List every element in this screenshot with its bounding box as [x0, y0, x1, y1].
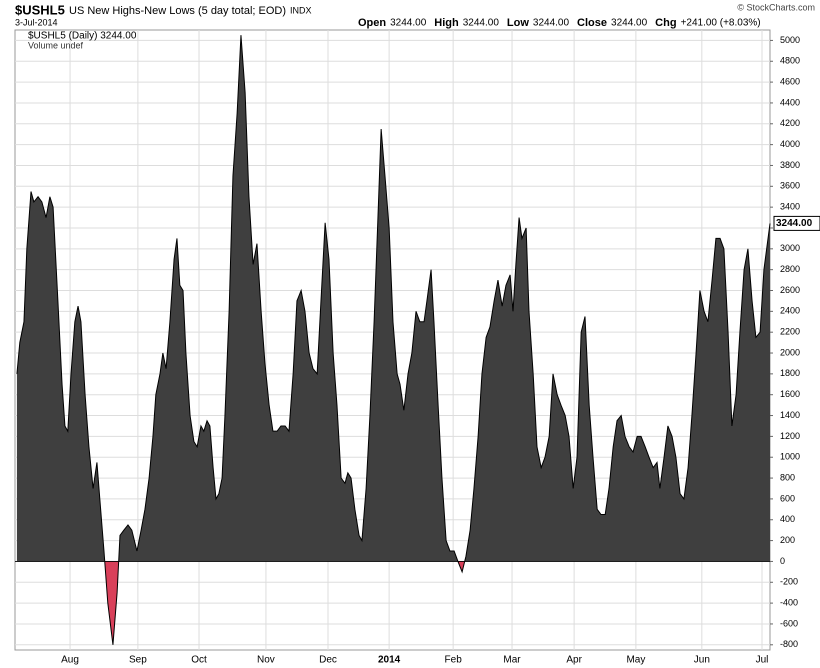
y-tick-label: 2800 [780, 264, 800, 274]
x-tick-label: Nov [257, 655, 275, 666]
chart-title: $USHL5 [15, 2, 65, 17]
y-tick-label: 2400 [780, 306, 800, 316]
x-tick-label: Apr [566, 655, 582, 666]
last-value-label: 3244.00 [776, 218, 813, 229]
y-tick-label: 1600 [780, 389, 800, 399]
y-tick-label: 200 [780, 535, 795, 545]
y-tick-label: 2200 [780, 327, 800, 337]
quote-value: 3244.00 [463, 18, 500, 29]
quote-label: Chg [655, 17, 676, 29]
y-tick-label: 5000 [780, 35, 800, 45]
legend-label: $USHL5 (Daily) 3244.00 [28, 31, 137, 42]
y-tick-label: 4400 [780, 97, 800, 107]
quote-value: +241.00 (+8.03%) [681, 18, 761, 29]
volume-label: Volume undef [28, 40, 84, 50]
y-tick-label: 3600 [780, 181, 800, 191]
last-value-box [773, 215, 820, 231]
x-tick-label: May [626, 655, 645, 666]
y-tick-label: 800 [780, 472, 795, 482]
y-tick-label: 3400 [780, 202, 800, 212]
x-tick-label: Aug [61, 655, 79, 666]
x-tick-label: Dec [319, 655, 337, 666]
quote-value: 3244.00 [533, 18, 570, 29]
y-tick-label: 2000 [780, 347, 800, 357]
y-tick-label: 0 [780, 556, 785, 566]
y-tick-label: 4200 [780, 118, 800, 128]
y-tick-label: 3800 [780, 160, 800, 170]
y-tick-label: 2600 [780, 285, 800, 295]
y-tick-label: 1200 [780, 431, 800, 441]
y-tick-label: -800 [780, 639, 798, 649]
x-tick-label: Oct [191, 655, 207, 666]
x-tick-label: Feb [445, 655, 463, 666]
area-positive [16, 35, 770, 562]
y-tick-label: 4600 [780, 76, 800, 86]
y-tick-label: 1800 [780, 368, 800, 378]
y-tick-label: 1000 [780, 452, 800, 462]
quote-value: 3244.00 [390, 18, 427, 29]
exchange: INDX [290, 5, 312, 15]
y-tick-label: 4000 [780, 139, 800, 149]
source: © StockCharts.com [737, 2, 815, 12]
y-tick-label: -400 [780, 597, 798, 607]
quote-value: 3244.00 [611, 18, 648, 29]
quote-label: High [434, 17, 459, 29]
date: 3-Jul-2014 [15, 17, 58, 27]
y-tick-label: 4800 [780, 56, 800, 66]
quote-label: Open [358, 17, 386, 29]
x-tick-label: Jul [756, 655, 769, 666]
y-tick-label: 600 [780, 493, 795, 503]
y-tick-label: 1400 [780, 410, 800, 420]
y-tick-label: -600 [780, 618, 798, 628]
x-tick-label: 2014 [378, 655, 401, 666]
y-tick-label: -200 [780, 577, 798, 587]
x-tick-label: Sep [129, 655, 147, 666]
y-tick-label: 400 [780, 514, 795, 524]
quote-label: Low [507, 17, 529, 29]
x-tick-label: Mar [503, 655, 521, 666]
x-tick-label: Jun [694, 655, 710, 666]
quote-label: Close [577, 17, 607, 29]
line [16, 35, 771, 645]
y-tick-label: 3000 [780, 243, 800, 253]
chart-subtitle: US New Highs-New Lows (5 day total; EOD) [69, 5, 286, 17]
